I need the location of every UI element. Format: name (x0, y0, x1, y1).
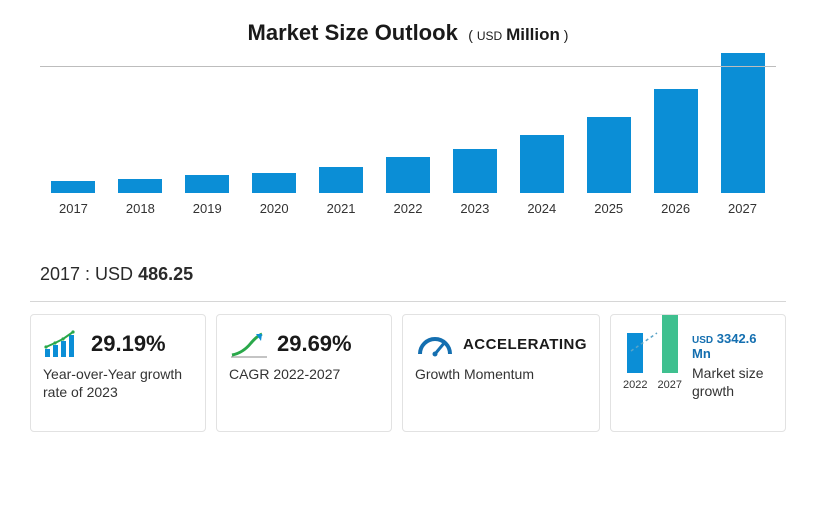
cagr-card: 29.69% CAGR 2022-2027 (216, 314, 392, 432)
momentum-label: ACCELERATING (463, 336, 587, 353)
chart-title: Market Size Outlook (248, 20, 458, 45)
bar-column: 2020 (241, 173, 308, 216)
bar (51, 181, 95, 193)
bar (520, 135, 564, 193)
bar-column: 2018 (107, 179, 174, 216)
bar-column: 2021 (308, 167, 375, 216)
bar-column: 2025 (575, 117, 642, 216)
market-size-growth-card: 20222027 USD 3342.6 Mn Market size growt… (610, 314, 786, 432)
bar (185, 175, 229, 193)
bar (654, 89, 698, 193)
bar-year-label: 2020 (260, 201, 289, 216)
baseline-value-note: 2017 : USD 486.25 (40, 264, 786, 285)
section-divider (30, 301, 786, 302)
bar-year-label: 2027 (728, 201, 757, 216)
bar-year-label: 2024 (527, 201, 556, 216)
growth-arrow-icon (229, 329, 269, 359)
bar-year-label: 2018 (126, 201, 155, 216)
momentum-card: ACCELERATING Growth Momentum (402, 314, 600, 432)
mini-delta-line (623, 329, 683, 391)
bar-year-label: 2023 (460, 201, 489, 216)
cagr-desc: CAGR 2022-2027 (229, 365, 379, 383)
yoy-growth-card: 29.19% Year-over-Year growth rate of 202… (30, 314, 206, 432)
growth-amount: USD 3342.6 Mn (692, 331, 773, 361)
bar (252, 173, 296, 193)
chart-title-row: Market Size Outlook ( USD Million ) (30, 20, 786, 46)
yoy-value: 29.19% (91, 331, 166, 357)
bar-column: 2027 (709, 53, 776, 216)
bar-column: 2024 (508, 135, 575, 216)
bar-year-label: 2025 (594, 201, 623, 216)
bar (453, 149, 497, 193)
bar (386, 157, 430, 193)
bar-column: 2017 (40, 181, 107, 216)
bar (721, 53, 765, 193)
speedometer-icon (415, 329, 455, 359)
bar-year-label: 2022 (394, 201, 423, 216)
bar (118, 179, 162, 193)
bar-year-label: 2026 (661, 201, 690, 216)
momentum-desc: Growth Momentum (415, 365, 587, 383)
bar-year-label: 2021 (327, 201, 356, 216)
stats-cards-row: 29.19% Year-over-Year growth rate of 202… (30, 314, 786, 432)
bar (587, 117, 631, 193)
bar-column: 2023 (441, 149, 508, 216)
bar-column: 2022 (375, 157, 442, 216)
bar-chart-growth-icon (43, 329, 83, 359)
cagr-value: 29.69% (277, 331, 352, 357)
growth-desc: Market size growth (692, 365, 773, 400)
bar-column: 2026 (642, 89, 709, 216)
chart-top-gridline (40, 66, 776, 67)
bar-year-label: 2019 (193, 201, 222, 216)
mini-bar-chart: 20222027 (623, 329, 682, 391)
yoy-desc: Year-over-Year growth rate of 2023 (43, 365, 193, 401)
bar-column: 2019 (174, 175, 241, 216)
bar (319, 167, 363, 193)
market-size-bar-chart: 2017 2018 2019 2020 2021 2022 2023 2024 2025 2026… (40, 66, 776, 246)
chart-subtitle: ( USD Million ) (468, 27, 568, 43)
bar-year-label: 2017 (59, 201, 88, 216)
